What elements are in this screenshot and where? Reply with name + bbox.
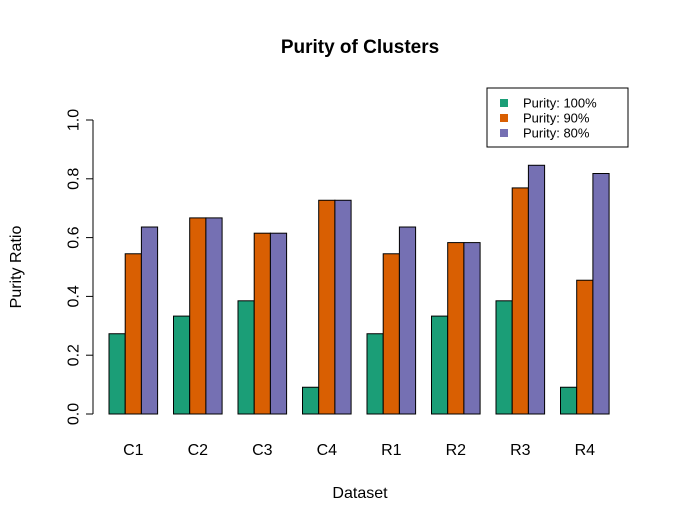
bar-C1-series-1: [108, 333, 126, 415]
bar-C1-series-3: [140, 226, 159, 415]
bar-R3-series-1: [495, 300, 513, 415]
x-tick-label: R1: [381, 442, 402, 459]
legend-swatch: [500, 129, 508, 137]
bar-C3-series-3: [269, 232, 288, 415]
legend-label: Purity: 90%: [523, 111, 590, 126]
bar-C2-series-3: [205, 217, 223, 415]
bar-C1-series-2: [124, 253, 142, 415]
bar-C4-series-2: [318, 199, 336, 415]
bar-R2-series-3: [463, 242, 481, 415]
x-tick-label: R3: [510, 442, 531, 459]
y-axis-label: Purity Ratio: [8, 226, 25, 309]
bar-R2-series-1: [431, 315, 449, 415]
y-tick-label: 0.0: [66, 403, 83, 425]
bar-C4-series-3: [334, 199, 352, 415]
x-tick-labels: C1 C2 C3 C4 R1 R2 R3 R4: [123, 442, 595, 459]
legend-label: Purity: 100%: [523, 96, 597, 111]
bar-R4-series-3: [592, 173, 610, 415]
bar-R1-series-2: [382, 253, 400, 415]
x-tick-label: C4: [317, 442, 338, 459]
y-tick-label: 0.2: [66, 344, 83, 366]
y-tick-label: 0.8: [66, 168, 83, 190]
chart-title: Purity of Clusters: [281, 37, 439, 58]
bar-R4-series-1: [560, 386, 578, 415]
y-tick-label: 0.4: [66, 285, 83, 307]
bar-R3-series-2: [511, 187, 529, 415]
bars-group: [108, 164, 610, 415]
bar-R4-series-2: [576, 279, 594, 415]
x-axis-label: Dataset: [332, 485, 388, 502]
x-tick-label: R4: [575, 442, 596, 459]
legend-swatch: [500, 99, 508, 107]
legend-box: [486, 87, 629, 148]
bar-C3-series-1: [237, 300, 255, 415]
bar-R1-series-1: [366, 333, 384, 415]
bar-C2-series-2: [189, 217, 207, 415]
y-tick-label: 0.6: [66, 226, 83, 248]
legend-swatch: [500, 114, 508, 122]
y-tick-label: 1.0: [66, 109, 83, 131]
bar-C3-series-2: [253, 232, 271, 415]
bar-R3-series-3: [527, 164, 546, 415]
x-tick-label: C2: [188, 442, 209, 459]
bar-R2-series-2: [447, 242, 465, 415]
x-tick-label: C1: [123, 442, 144, 459]
bar-R1-series-3: [398, 226, 417, 415]
x-tick-label: C3: [252, 442, 273, 459]
bar-C4-series-1: [302, 386, 320, 415]
x-tick-label: R2: [446, 442, 467, 459]
bar-C2-series-1: [173, 315, 191, 415]
legend-label: Purity: 80%: [523, 126, 590, 141]
legend: Purity: 100%Purity: 90%Purity: 80%: [486, 87, 629, 148]
y-axis: 0.0 0.2 0.4 0.6 0.8 1.0: [66, 109, 94, 425]
